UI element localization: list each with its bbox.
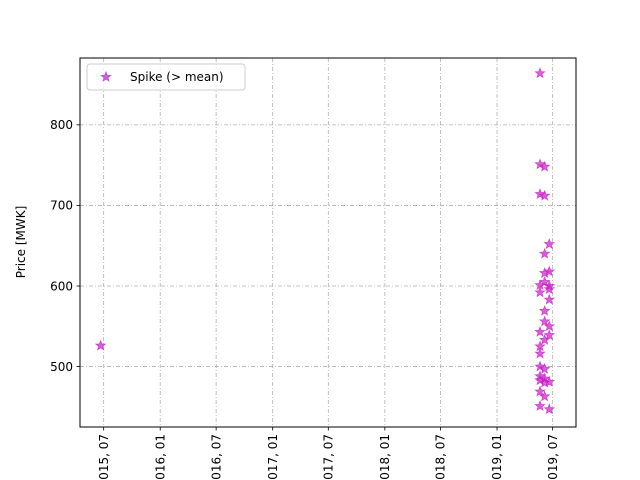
x-tick-label: 2019, 07 <box>546 434 560 480</box>
data-point <box>534 399 546 412</box>
data-point <box>94 339 107 351</box>
x-tick-label: 2016, 01 <box>153 434 167 480</box>
legend: Spike (> mean) <box>86 63 246 91</box>
data-point <box>538 189 551 201</box>
y-tick-label: 700 <box>50 199 73 213</box>
data-point <box>543 375 556 387</box>
data-point <box>543 403 556 415</box>
data-point <box>538 160 551 172</box>
data-point <box>534 385 546 397</box>
data-point <box>534 360 546 372</box>
y-tick-label: 500 <box>50 360 73 374</box>
legend-star-marker-icon <box>100 70 112 82</box>
data-points <box>94 67 556 415</box>
data-point <box>543 265 556 277</box>
legend-box <box>86 63 246 91</box>
x-tick-label: 2017, 01 <box>266 434 280 480</box>
x-tick-label: 2017, 07 <box>322 434 336 480</box>
data-point <box>538 362 551 374</box>
data-point <box>534 347 546 359</box>
data-point <box>543 237 556 250</box>
data-point <box>538 247 551 259</box>
y-axis-ticks: 500 600 700 800 <box>50 118 80 374</box>
y-tick-label: 600 <box>50 279 73 293</box>
x-tick-label: 2018, 01 <box>378 434 392 480</box>
y-axis-label: Price [MWK] <box>14 206 28 279</box>
legend-entry-label: Spike (> mean) <box>130 70 224 84</box>
data-point <box>543 320 556 332</box>
x-tick-label: 2018, 07 <box>434 434 448 480</box>
data-point <box>543 293 556 305</box>
data-point <box>538 315 551 327</box>
data-point <box>534 158 546 170</box>
data-point <box>538 304 551 316</box>
x-tick-label: 2019, 01 <box>490 434 504 480</box>
data-point <box>534 286 546 298</box>
x-tick-label: 2016, 07 <box>209 434 223 480</box>
data-point <box>543 283 556 295</box>
y-tick-label: 800 <box>50 118 73 132</box>
x-tick-label: 2015, 07 <box>97 434 111 480</box>
data-point <box>538 390 551 402</box>
grid-lines <box>80 58 576 427</box>
data-point <box>534 325 546 337</box>
data-point <box>543 329 556 341</box>
data-point <box>534 67 546 79</box>
x-axis-ticks: 2015, 07 2016, 01 2016, 07 2017, 01 2017, 07… <box>97 427 560 480</box>
